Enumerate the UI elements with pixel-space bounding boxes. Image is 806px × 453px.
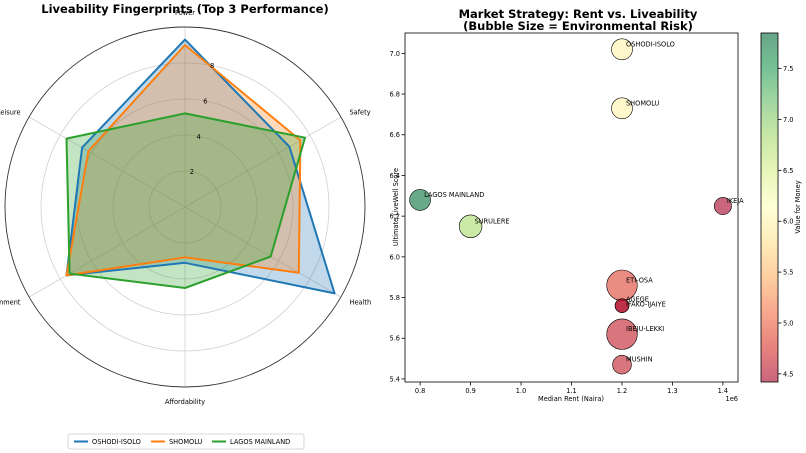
- scatter-plot-frame: [404, 32, 739, 383]
- y-tick-label: 6.2: [390, 213, 401, 221]
- scatter-points: OSHODI-ISOLO SHOMOLU LAGOS MAINLAND IKEJA SU…: [409, 38, 744, 375]
- radar-outer-ring: [4, 26, 366, 388]
- radar-axis-label-safety: Safety: [350, 109, 371, 117]
- bubble-label-eti-osa: ETI-OSA: [626, 276, 653, 284]
- radar-spoke-safety: [184, 116, 342, 208]
- bubble-label-ibeju-lekki: IBEJU-LEKKI: [626, 325, 664, 333]
- legend-frame: [67, 433, 305, 450]
- colorbar-tick-label: 7.5: [783, 65, 794, 73]
- colorbar-gradient: [761, 33, 778, 382]
- radar-chart: Liveability Fingerprints (Top 3 Performa…: [0, 2, 371, 450]
- x-tick-label: 1.1: [566, 387, 577, 395]
- scatter-title-line-1: Market Strategy: Rent vs. Liveability: [459, 7, 698, 21]
- legend-label-oshodi-isolo: OSHODI-ISOLO: [92, 438, 141, 446]
- x-tick-label: 1.0: [516, 387, 527, 395]
- radar-fill-lagos-mainland: [66, 113, 305, 289]
- bubble-label-surulere: SURULERE: [475, 217, 510, 225]
- colorbar-tick-label: 6.5: [783, 167, 794, 175]
- x-tick-label: 1.3: [667, 387, 678, 395]
- y-tick-label: 7.0: [390, 50, 401, 58]
- bubble-label-mushin: MUSHIN: [626, 356, 653, 364]
- legend-label-lagos-mainland: LAGOS MAINLAND: [230, 438, 290, 446]
- scatter-chart: Market Strategy: Rent vs. Liveability (B…: [390, 7, 745, 403]
- bubble-oshodi-isolo: [611, 38, 633, 61]
- bubble-shomolu: [611, 97, 633, 120]
- radar-rtick-label-6: 6: [203, 97, 207, 105]
- colorbar-ticks: 4.5 5.0 5.5 6.0 6.5 7.0 7.5: [778, 65, 794, 378]
- radar-rtick-label-2: 2: [190, 168, 194, 176]
- y-tick-label: 5.4: [390, 375, 401, 383]
- radar-spoke-environment: [28, 206, 186, 298]
- radar-title: Liveability Fingerprints (Top 3 Performa…: [41, 2, 328, 16]
- scatter-y-label: Ultimate LiveWell Score: [392, 168, 400, 246]
- radar-fill-shomolu: [66, 45, 301, 276]
- y-tick-label: 6.4: [390, 172, 401, 180]
- radar-axis-label-power: Power: [175, 9, 195, 17]
- colorbar-tick-label: 5.0: [783, 319, 794, 327]
- radar-axis-labels: Power Safety Health Affordability Environmen…: [0, 9, 371, 406]
- bubble-ikeja: [714, 197, 732, 215]
- colorbar-tick-label: 4.5: [783, 370, 794, 378]
- radar-spoke-leisure: [28, 116, 186, 208]
- bubble-mushin: [612, 355, 632, 375]
- radar-axis-label-environment: Environment: [0, 299, 21, 307]
- x-tick-label: 1.4: [718, 387, 729, 395]
- colorbar-frame: [760, 32, 779, 383]
- radar-rtick-label-8: 8: [210, 62, 214, 70]
- scatter-ticks: 0.8 0.9 1.0 1.1 1.2 1.3 1.4 5.4 5.6 5.8 6.0 6.2 6.4 6…: [390, 50, 729, 395]
- bubble-label-lagos-mainland: LAGOS MAINLAND: [424, 191, 484, 199]
- bubble-label-ifako-ijaiye: IFAKO-IJAIYE: [626, 301, 666, 309]
- colorbar-tick-label: 7.0: [783, 116, 794, 124]
- x-tick-label: 0.8: [415, 387, 426, 395]
- bubble-ibeju-lekki: [606, 318, 638, 350]
- radar-rtick-label-4: 4: [196, 133, 200, 141]
- scatter-title-line-2: (Bubble Size = Environmental Risk): [463, 19, 693, 33]
- radar-axis-label-affordability: Affordability: [165, 398, 205, 406]
- x-tick-label: 0.9: [465, 387, 476, 395]
- radar-grid: [4, 26, 366, 388]
- radar-line-lagos-mainland: [65, 112, 306, 289]
- radar-spoke-health: [184, 206, 342, 298]
- scatter-x-offset: 1e6: [726, 395, 738, 403]
- radar-line-shomolu: [65, 44, 302, 277]
- colorbar-tick-label: 5.5: [783, 269, 794, 277]
- bubble-surulere: [458, 214, 483, 239]
- x-tick-label: 1.2: [617, 387, 628, 395]
- legend-label-shomolu: SHOMOLU: [169, 438, 203, 446]
- y-tick-label: 5.6: [390, 335, 401, 343]
- bubble-label-oshodi-isolo: OSHODI-ISOLO: [626, 40, 675, 48]
- radar-axis-label-health: Health: [350, 299, 372, 307]
- y-tick-label: 5.8: [390, 294, 401, 302]
- y-tick-label: 6.8: [390, 91, 401, 99]
- scatter-x-label: Median Rent (Naira): [538, 395, 604, 403]
- bubble-label-shomolu: SHOMOLU: [626, 99, 660, 107]
- radar-legend: OSHODI-ISOLO SHOMOLU LAGOS MAINLAND: [67, 433, 305, 450]
- colorbar-label: Value for Money: [794, 180, 802, 233]
- y-tick-label: 6.6: [390, 131, 401, 139]
- bubble-label-ikeja: IKEJA: [727, 197, 744, 205]
- radar-radial-ticks: 2 4 6 8: [190, 62, 215, 176]
- bubble-ifako-ijaiye: [614, 298, 630, 313]
- bubble-lagos-mainland: [409, 189, 431, 211]
- radar-line-oshodi-isolo: [65, 38, 336, 295]
- colorbar-tick-label: 6.0: [783, 218, 794, 226]
- radar-axis-label-leisure: Leisure: [0, 109, 21, 117]
- colorbar: 4.5 5.0 5.5 6.0 6.5 7.0 7.5 Value for Money: [760, 32, 802, 383]
- radar-series: [65, 38, 336, 295]
- y-tick-label: 6.0: [390, 253, 401, 261]
- bubble-label-agege: AGEGE: [626, 296, 649, 304]
